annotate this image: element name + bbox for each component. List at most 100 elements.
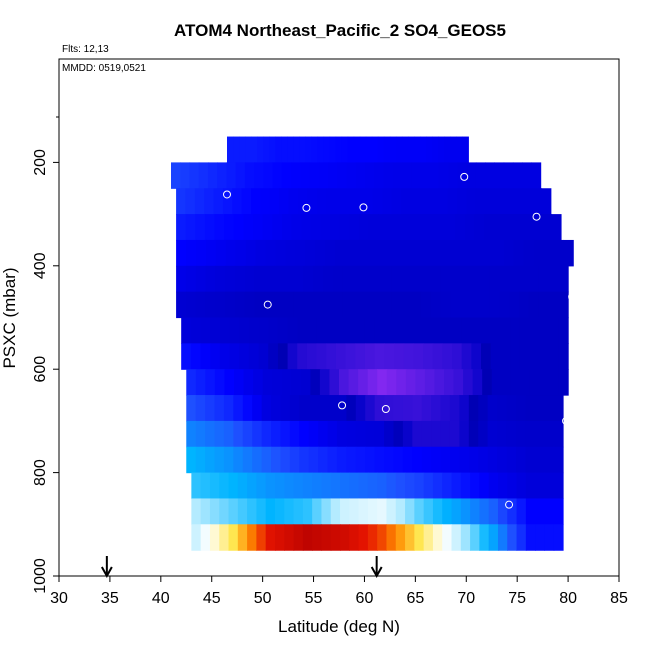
heatmap-cell [553, 498, 564, 525]
heatmap-cell [205, 239, 217, 267]
heatmap-cell [258, 317, 269, 344]
heatmap-cell [358, 524, 369, 551]
heatmap-cell [297, 188, 308, 215]
heatmap-cell [308, 446, 319, 474]
heatmap-cell [233, 136, 240, 163]
heatmap-cell [483, 239, 495, 267]
heatmap-cell [401, 265, 412, 293]
heatmap-cell [219, 317, 231, 344]
heatmap-cell [445, 214, 456, 241]
heatmap-cell [460, 265, 471, 293]
heatmap-cell [345, 317, 356, 344]
heatmap-cell [239, 343, 250, 370]
heatmap-cell [302, 524, 313, 551]
heatmap-cell [257, 136, 264, 163]
heatmap-cell [386, 498, 397, 525]
heatmap-cell [393, 343, 405, 370]
heatmap-cell [233, 395, 244, 422]
heatmap-cell [308, 420, 319, 448]
heatmap-cell [553, 472, 564, 500]
heatmap-cell [503, 188, 514, 215]
heatmap-cell [488, 524, 499, 551]
heatmap-cell [442, 317, 453, 344]
heatmap-cell [280, 420, 291, 448]
heatmap-cell [534, 420, 545, 448]
heatmap-cell [336, 420, 347, 448]
heatmap-cell [401, 291, 412, 319]
heatmap-cell [358, 369, 369, 396]
heatmap-cell [234, 369, 245, 396]
heatmap-cell [323, 291, 334, 319]
heatmap-cell [321, 498, 332, 525]
heatmap-cell [456, 136, 463, 163]
heatmap-cell [405, 524, 415, 551]
heatmap-cell [194, 188, 205, 215]
heatmap-cell [461, 317, 472, 344]
heatmap-cell [457, 188, 468, 215]
x-tick-label: 30 [50, 590, 68, 607]
heatmap-cell [372, 291, 383, 319]
heatmap-cell [525, 472, 536, 500]
heatmap-cell [261, 395, 272, 422]
heatmap-cell [538, 291, 550, 319]
heatmap-cell [405, 472, 415, 500]
heatmap-cell [355, 395, 366, 422]
heatmap-cell [186, 239, 197, 267]
heatmap-cell [463, 239, 475, 267]
heatmap-cell [190, 317, 202, 344]
heatmap-cell [191, 524, 202, 551]
heatmap-cell [244, 162, 255, 189]
heatmap-cell [251, 188, 261, 215]
heatmap-cell [346, 420, 357, 448]
x-axis: 30 35 40 45 50 55 60 65 70 75 80 85 [50, 576, 628, 607]
heatmap-cell [544, 524, 555, 551]
heatmap-cell [295, 239, 306, 267]
heatmap-cell [378, 214, 389, 241]
heatmap-cell [528, 265, 540, 293]
heatmap-cell [416, 214, 427, 241]
heatmap-cell [219, 524, 230, 551]
x-axis-title: Latitude (deg N) [278, 617, 400, 636]
heatmap-cell [340, 524, 350, 551]
sample-point [568, 292, 577, 301]
heatmap-cell [368, 214, 379, 241]
heatmap-cell [497, 498, 508, 525]
heatmap-cell [488, 472, 499, 500]
heatmap-cell [470, 291, 481, 319]
heatmap-cell [272, 369, 283, 396]
heatmap-cell [553, 420, 564, 448]
heatmap-cell [509, 265, 520, 293]
heatmap-cell [472, 369, 483, 396]
heatmap-cell [190, 343, 202, 370]
heatmap-cell [525, 446, 536, 474]
x-tick-label: 50 [254, 590, 272, 607]
heatmap-cell [533, 239, 544, 267]
heatmap-cell [224, 214, 235, 241]
heatmap-cell [459, 446, 470, 474]
heatmap-cell [263, 136, 270, 163]
heatmap-cell [358, 498, 369, 525]
heatmap-cell [262, 214, 273, 241]
heatmap-cell [405, 498, 415, 525]
heatmap-cell [191, 498, 202, 525]
heatmap-cell [413, 343, 424, 370]
x-tick-label: 85 [610, 590, 628, 607]
heatmap-cell [245, 239, 257, 267]
heatmap-cell [313, 265, 324, 293]
heatmap-cell [513, 239, 525, 267]
heatmap-cell [354, 239, 366, 267]
sample-point [359, 203, 368, 212]
heatmap-cell [548, 317, 560, 344]
heatmap-cell [283, 265, 295, 293]
heatmap-cell [372, 188, 383, 215]
heatmap-cell [440, 265, 452, 293]
heatmap-cell [293, 136, 300, 163]
heatmap-cell [535, 472, 546, 500]
heatmap-cell [337, 162, 348, 189]
heatmap-cell [420, 162, 431, 189]
heatmap-cell [316, 188, 327, 215]
heatmap-cell [265, 239, 276, 267]
sample-point [171, 329, 180, 338]
heatmap-cell [176, 188, 187, 215]
